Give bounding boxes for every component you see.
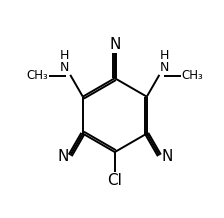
Text: H
N: H N	[60, 49, 69, 74]
Text: CH₃: CH₃	[26, 69, 48, 82]
Text: N: N	[161, 149, 172, 164]
Text: Cl: Cl	[107, 173, 122, 188]
Text: H
N: H N	[160, 49, 170, 74]
Text: N: N	[109, 37, 121, 52]
Text: N: N	[57, 149, 69, 164]
Text: CH₃: CH₃	[182, 69, 203, 82]
